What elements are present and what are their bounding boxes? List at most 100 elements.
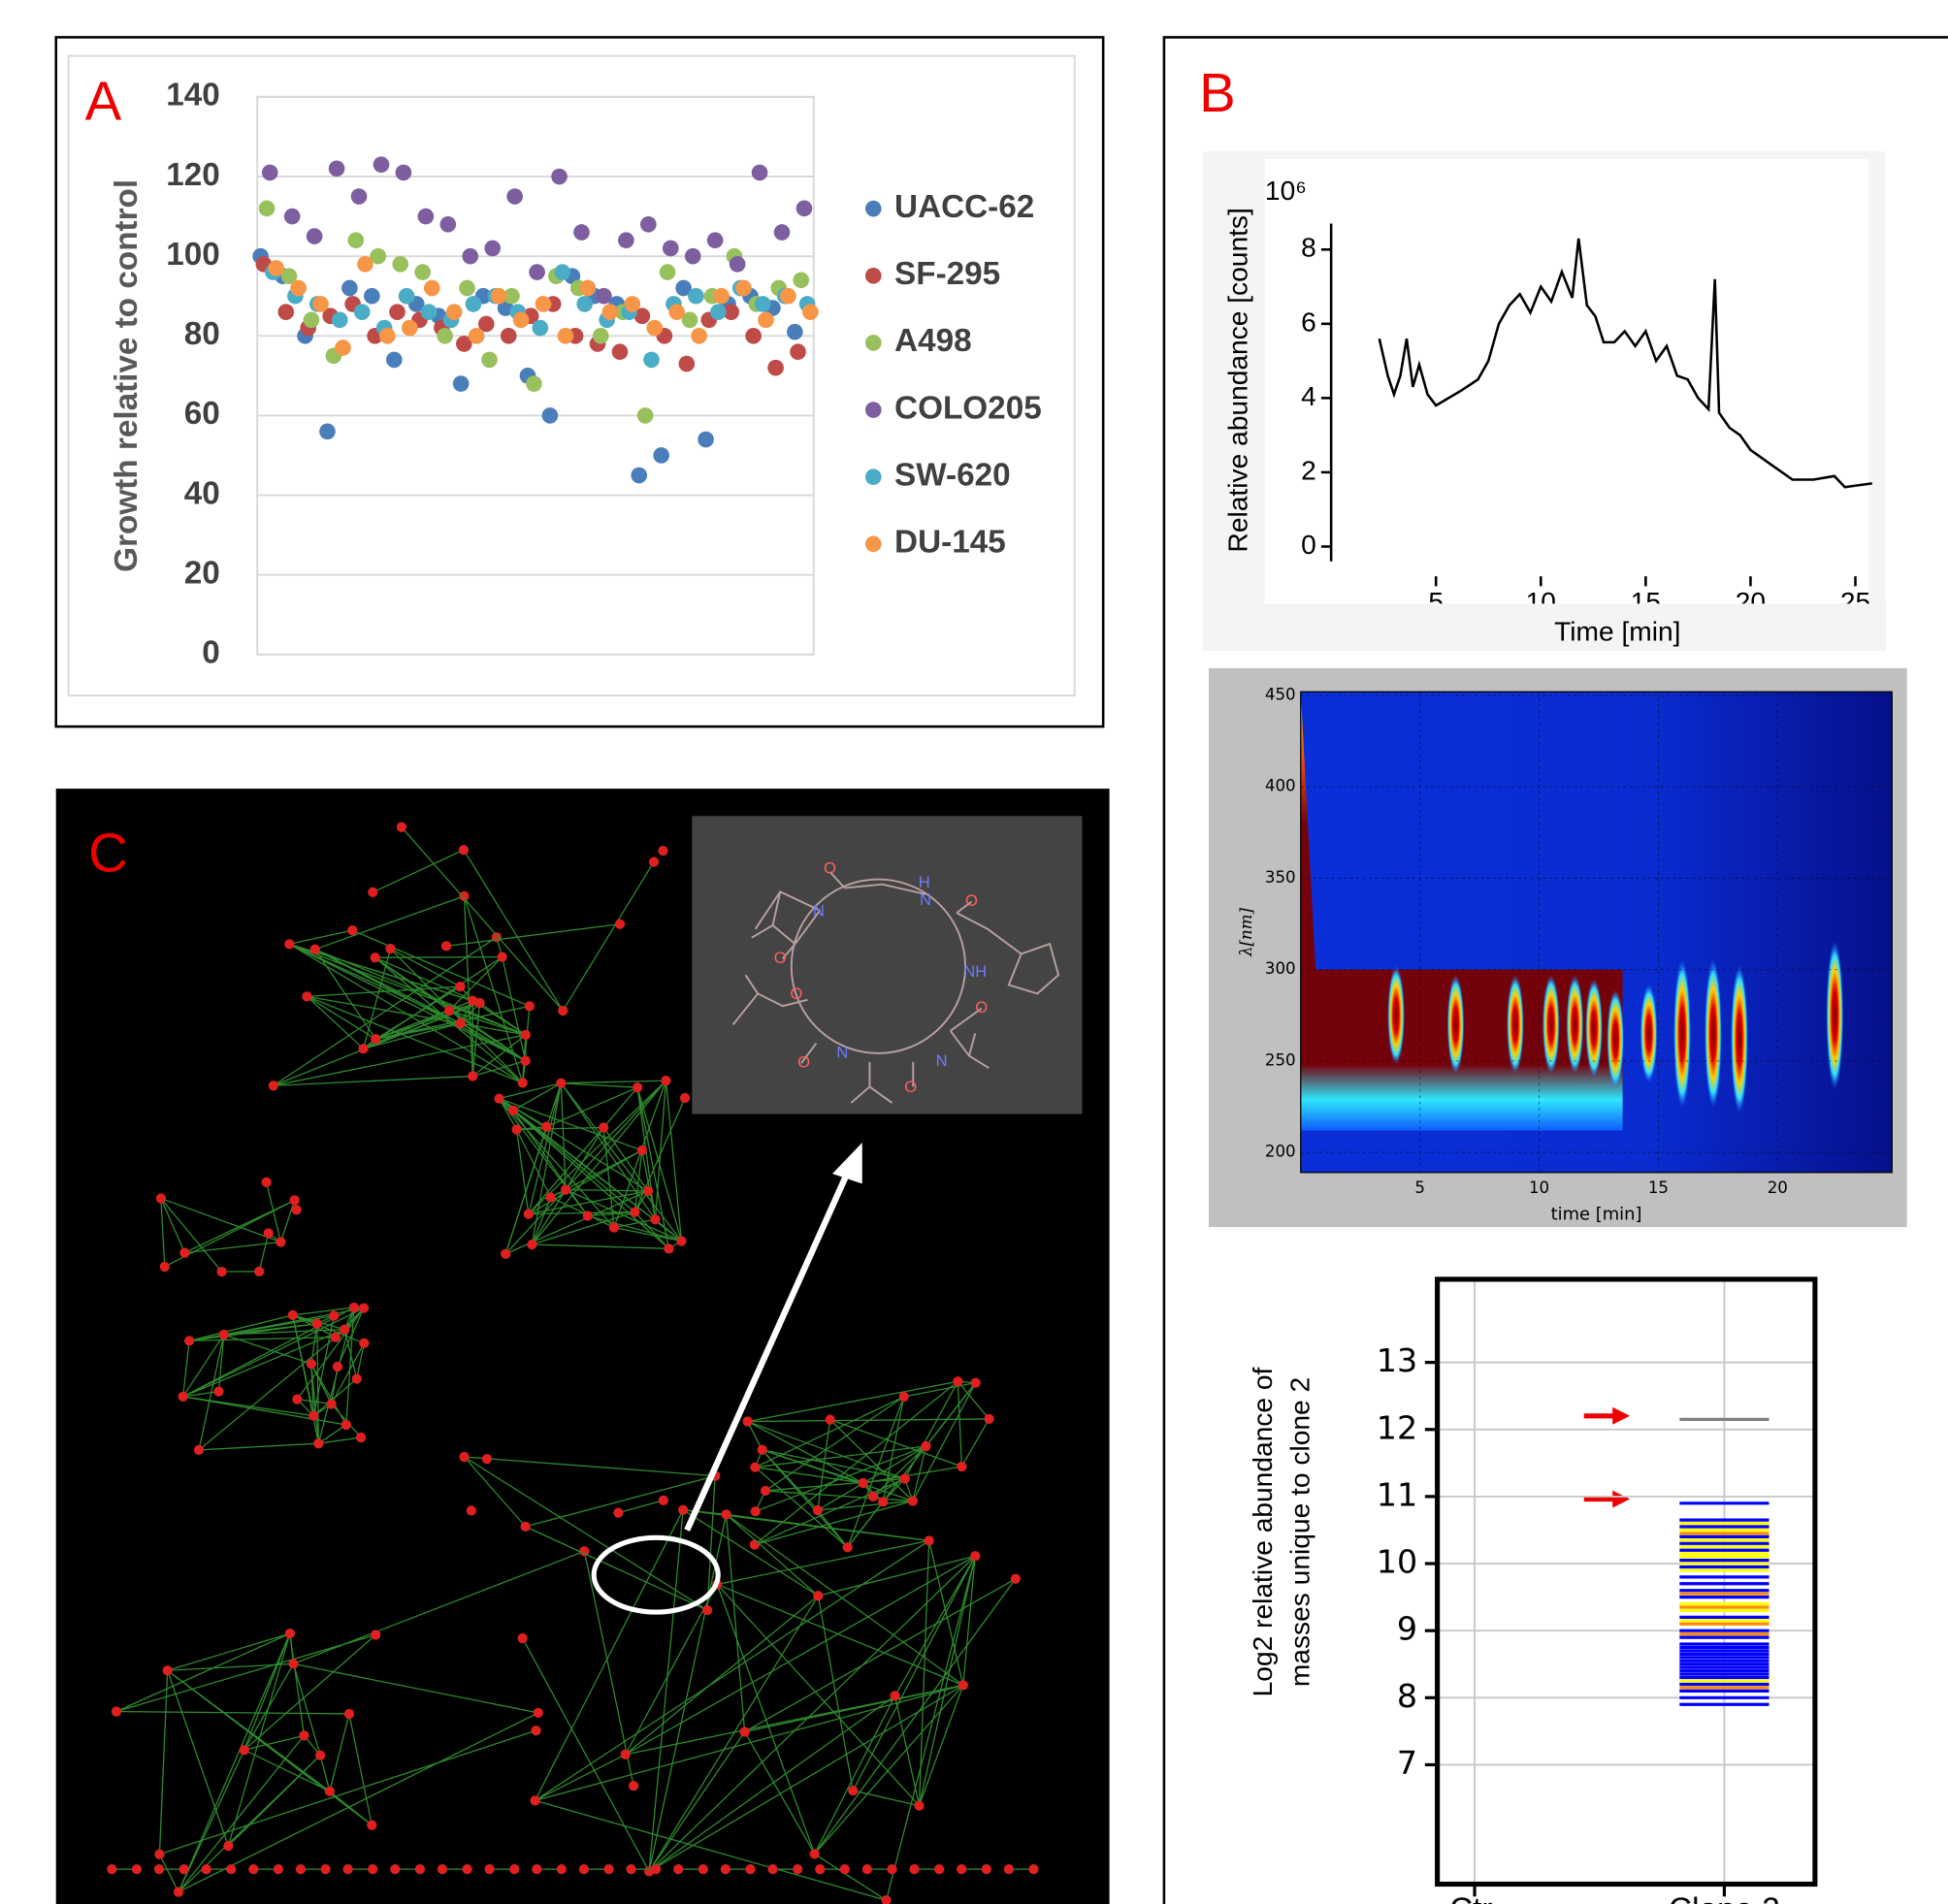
network-node (324, 1786, 335, 1796)
network-node (330, 1332, 341, 1342)
data-point (601, 304, 619, 320)
network-node (953, 1376, 963, 1387)
network-edge (648, 1514, 728, 1872)
network-edge (312, 1315, 335, 1416)
network-edge (182, 1396, 346, 1426)
network-edge (502, 956, 527, 1061)
network-edge (293, 1662, 538, 1714)
network-node (509, 1864, 520, 1875)
network-edge (755, 1445, 926, 1512)
network-node (295, 1864, 307, 1875)
network-node (359, 1338, 370, 1348)
data-point (624, 296, 641, 312)
network-edge (754, 1477, 905, 1546)
network-edge (754, 1500, 914, 1546)
network-edge (618, 1500, 665, 1514)
data-point (512, 311, 530, 329)
network-edge (499, 1098, 589, 1216)
network-edge (273, 1075, 473, 1086)
network-node (907, 1496, 919, 1506)
network-node (370, 952, 380, 963)
network-node (248, 1864, 259, 1875)
legend-label: COLO205 (894, 390, 1042, 426)
network-edge (307, 995, 526, 1036)
network-edge (562, 861, 655, 1012)
atom-label: O (904, 1078, 917, 1096)
data-point (526, 375, 542, 392)
network-edge (818, 1555, 976, 1597)
network-edge (613, 1218, 656, 1229)
network-edge (178, 1749, 245, 1892)
data-point (258, 200, 276, 217)
network-edge (531, 1082, 562, 1245)
y-tick-label: 8 (1301, 232, 1316, 263)
heatmap-region (1507, 974, 1524, 1075)
network-edge (648, 1509, 684, 1872)
network-node (173, 1887, 184, 1897)
network-node (459, 890, 470, 901)
network-node (273, 1864, 284, 1875)
network-edge (633, 1149, 643, 1212)
network-node (261, 1177, 272, 1187)
network-node (739, 1727, 750, 1737)
data-point (280, 268, 298, 285)
atom-label: O (797, 1052, 810, 1071)
network-edge (160, 1198, 166, 1268)
network-node (760, 1485, 771, 1497)
data-point (290, 279, 307, 297)
network-node (560, 1184, 571, 1195)
network-edge (178, 1734, 305, 1893)
network-node (517, 1078, 528, 1088)
network-node (658, 1495, 668, 1506)
network-node (676, 1236, 687, 1246)
y-tick-label: 40 (184, 475, 220, 511)
network-edge (198, 1334, 225, 1451)
heatmap-region (1566, 974, 1584, 1075)
data-point (481, 351, 498, 369)
data-point (503, 287, 520, 305)
legend-marker (864, 200, 882, 217)
network-edge (762, 1449, 914, 1502)
network-edge (602, 1086, 638, 1128)
network-node (861, 1864, 872, 1875)
network-node (812, 1504, 824, 1516)
network-edge (189, 1314, 335, 1341)
data-point (780, 287, 796, 305)
network-edge (960, 1418, 990, 1468)
network-edge (847, 1382, 977, 1548)
network-node (342, 1864, 353, 1875)
panel-label: A (85, 71, 122, 132)
network-edge (525, 1526, 708, 1611)
heatmap-region (1446, 974, 1465, 1075)
network-node (390, 1864, 401, 1875)
network-node (520, 1055, 531, 1066)
heatmap-region (1731, 964, 1748, 1114)
data-point (303, 311, 320, 329)
network-node (614, 919, 626, 929)
network-node (179, 1864, 189, 1875)
network-node (1003, 1864, 1014, 1875)
data-point (754, 296, 771, 312)
data-point (261, 164, 278, 181)
network-edge (184, 1241, 281, 1254)
y-tick-label: 0 (1301, 529, 1316, 560)
network-edge (716, 1583, 964, 1686)
network-edge (356, 1342, 365, 1379)
network-edge (512, 1110, 669, 1249)
network-edge (636, 1087, 670, 1249)
network-node (299, 1730, 309, 1741)
network-edge (625, 1684, 963, 1756)
network-edge (374, 956, 524, 1083)
data-point (283, 208, 301, 225)
network-edge (885, 1556, 976, 1901)
network-node (309, 944, 320, 954)
network-edge (636, 1087, 657, 1220)
y-tick-label: 60 (184, 396, 220, 432)
data-point (639, 215, 657, 233)
network-edge (464, 1456, 527, 1528)
network-node (650, 1214, 661, 1225)
network-edge (159, 1729, 536, 1856)
network-node (636, 1145, 647, 1156)
network-node (701, 1604, 713, 1616)
data-line (1378, 238, 1872, 489)
